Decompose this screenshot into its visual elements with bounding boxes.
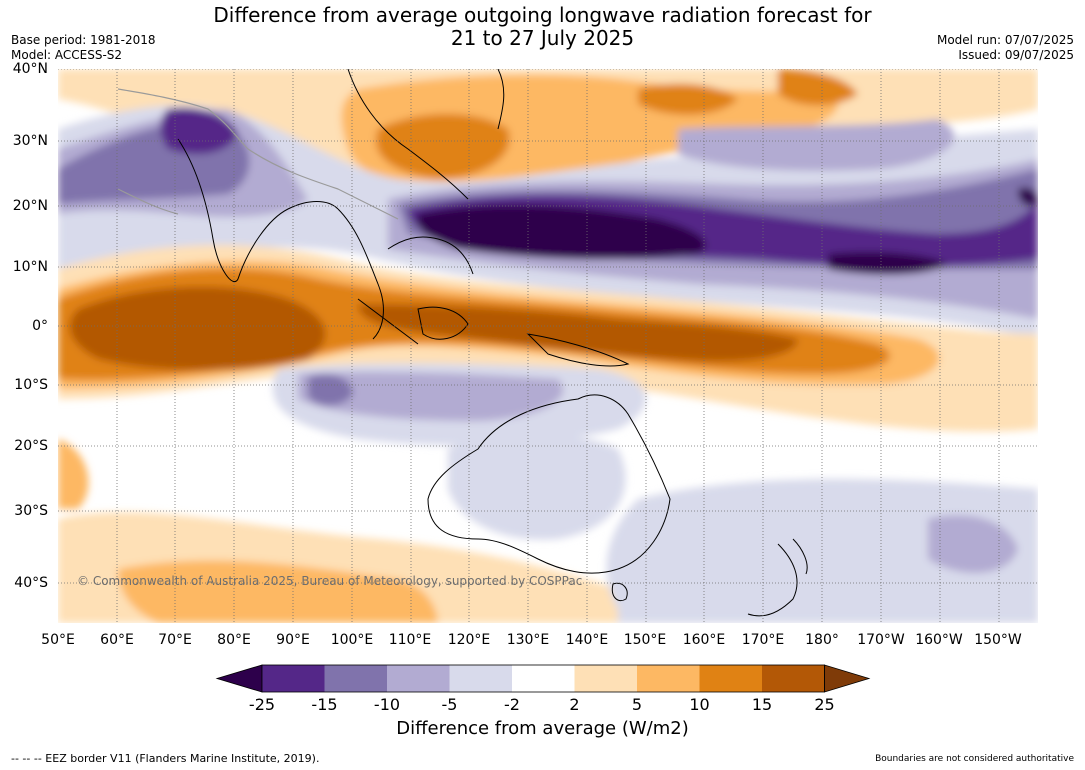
lon-label-130e: 130°E <box>506 632 550 648</box>
lon-label-80e: 80°E <box>217 632 251 648</box>
colorbar-tick: 2 <box>569 695 580 714</box>
colorbar-title: Difference from average (W/m2) <box>396 718 689 739</box>
lon-label-110e: 110°E <box>388 632 432 648</box>
lat-label-40s: 40°S <box>14 575 48 591</box>
colorbar-tick: 10 <box>689 695 710 714</box>
lon-label-90e: 90°E <box>276 632 310 648</box>
meta-left: Base period: 1981-2018 Model: ACCESS-S2 <box>11 33 156 63</box>
eez-border-note: -- -- -- EEZ border V11 (Flanders Marine… <box>11 752 320 765</box>
colorbar-swatch-5 <box>512 665 575 692</box>
colorbar-tick: 15 <box>751 695 773 714</box>
colorbar <box>215 664 871 693</box>
colorbar-tick: -10 <box>373 695 401 714</box>
title-line-2: 21 to 27 July 2025 <box>450 26 635 50</box>
model-name: Model: ACCESS-S2 <box>11 48 123 62</box>
gridlines <box>58 69 1038 623</box>
anomaly-field <box>58 69 1038 623</box>
lon-label-50e: 50°E <box>41 632 75 648</box>
colorbar-swatch-4 <box>449 665 512 692</box>
copyright-notice: © Commonwealth of Australia 2025, Bureau… <box>77 574 583 588</box>
lon-label-170e: 170°E <box>741 632 785 648</box>
lat-label-20s: 20°S <box>14 438 48 454</box>
lat-label-0: 0° <box>32 318 48 334</box>
colorbar-swatch-3 <box>387 665 450 692</box>
boundaries-disclaimer: Boundaries are not considered authoritat… <box>875 754 1074 764</box>
colorbar-tick: -2 <box>504 695 520 714</box>
colorbar-tick: -25 <box>248 695 276 714</box>
forecast-map <box>58 69 1038 623</box>
borders <box>117 88 399 220</box>
lon-label-120e: 120°E <box>447 632 491 648</box>
lat-label-20n: 20°N <box>12 198 48 214</box>
lon-label-170w: 170°W <box>857 632 905 648</box>
colorbar-tick: 25 <box>814 695 835 714</box>
lat-label-10n: 10°N <box>12 259 48 275</box>
lat-label-40n: 40°N <box>12 61 48 77</box>
lat-label-10s: 10°S <box>14 377 48 393</box>
colorbar-swatch-8 <box>699 665 762 692</box>
lon-label-100e: 100°E <box>330 632 374 648</box>
colorbar-arrow-high <box>824 664 871 693</box>
issued-date: Issued: 09/07/2025 <box>958 48 1074 62</box>
lon-label-150w: 150°W <box>974 632 1022 648</box>
colorbar-tick: -5 <box>441 695 458 714</box>
chart-title: Difference from average outgoing longwav… <box>0 4 1085 50</box>
colorbar-tick: -15 <box>311 695 338 714</box>
colorbar-swatch-2 <box>324 665 387 692</box>
colorbar-swatch-7 <box>637 665 700 692</box>
lon-label-180: 180° <box>805 632 839 648</box>
lon-label-60e: 60°E <box>100 632 134 648</box>
model-run: Model run: 07/07/2025 <box>936 33 1074 47</box>
lon-label-70e: 70°E <box>158 632 192 648</box>
olr-anomaly-map <box>58 69 1038 623</box>
lon-label-160w: 160°W <box>915 632 963 648</box>
colorbar-swatch-6 <box>574 665 637 692</box>
coastlines <box>177 69 808 617</box>
colorbar-tick: 5 <box>631 695 643 714</box>
lat-label-30s: 30°S <box>14 503 48 519</box>
colorbar-swatch-1 <box>262 665 325 692</box>
colorbar-arrow-low <box>215 664 263 693</box>
colorbar-swatch-9 <box>762 665 825 692</box>
base-period: Base period: 1981-2018 <box>11 33 156 47</box>
meta-right: Model run: 07/07/2025 Issued: 09/07/2025 <box>937 33 1074 63</box>
title-line-1: Difference from average outgoing longwav… <box>213 3 872 27</box>
lon-label-160e: 160°E <box>682 632 726 648</box>
lon-label-150e: 150°E <box>623 632 667 648</box>
lon-label-140e: 140°E <box>565 632 609 648</box>
lat-label-30n: 30°N <box>12 133 48 149</box>
